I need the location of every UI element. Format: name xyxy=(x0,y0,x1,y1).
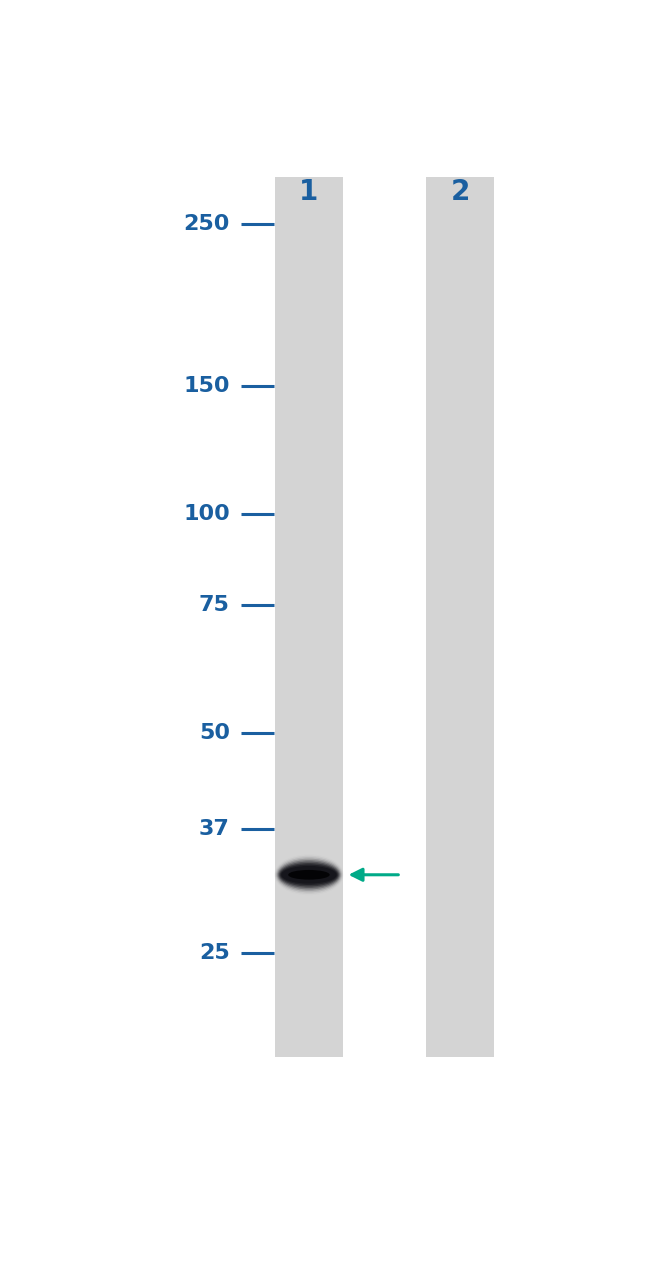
Ellipse shape xyxy=(281,866,337,884)
Ellipse shape xyxy=(278,861,339,888)
Ellipse shape xyxy=(277,859,341,892)
Ellipse shape xyxy=(280,864,339,886)
Bar xyxy=(426,177,495,1057)
Ellipse shape xyxy=(276,857,342,893)
Text: 50: 50 xyxy=(199,724,230,743)
Ellipse shape xyxy=(288,870,330,880)
Ellipse shape xyxy=(278,860,341,889)
Text: 75: 75 xyxy=(199,596,230,615)
Text: 25: 25 xyxy=(199,942,230,963)
Text: 1: 1 xyxy=(299,178,318,206)
Text: 250: 250 xyxy=(183,213,230,234)
Ellipse shape xyxy=(280,865,337,885)
Text: 37: 37 xyxy=(199,819,230,838)
Text: 150: 150 xyxy=(183,376,230,395)
Text: 2: 2 xyxy=(450,178,470,206)
Text: 100: 100 xyxy=(183,504,230,525)
Bar xyxy=(275,177,343,1057)
